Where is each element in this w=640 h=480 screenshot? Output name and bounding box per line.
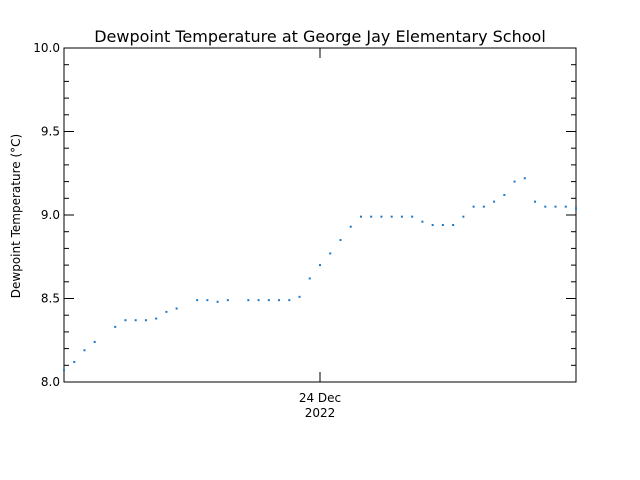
x-tick-label-date: 24 Dec — [299, 391, 341, 405]
data-point — [247, 299, 250, 302]
y-axis-label: Dewpoint Temperature (°C) — [9, 134, 23, 298]
data-point — [359, 215, 362, 218]
data-point — [431, 224, 434, 227]
data-point — [421, 220, 424, 223]
data-point — [175, 307, 178, 310]
data-point — [575, 207, 577, 210]
y-tick-label: 8.0 — [41, 375, 60, 389]
data-point — [534, 200, 537, 203]
data-point — [503, 193, 506, 196]
data-point — [63, 369, 65, 372]
data-point — [390, 215, 393, 218]
data-point — [124, 319, 127, 322]
data-point — [206, 299, 209, 302]
y-tick-label: 8.5 — [41, 292, 60, 306]
data-point — [329, 252, 332, 255]
y-tick-label: 9.0 — [41, 208, 60, 222]
data-point — [267, 299, 270, 302]
data-point — [134, 319, 137, 322]
data-point — [564, 205, 567, 208]
data-point — [370, 215, 373, 218]
data-point — [452, 224, 455, 227]
data-point — [165, 310, 168, 313]
data-point — [380, 215, 383, 218]
data-point — [114, 325, 117, 328]
data-point — [339, 239, 342, 242]
data-point — [155, 317, 158, 320]
data-point — [298, 295, 301, 298]
data-point — [482, 205, 485, 208]
data-point — [400, 215, 403, 218]
data-point — [93, 340, 96, 343]
data-points — [63, 177, 577, 372]
data-point — [226, 299, 229, 302]
data-point — [288, 299, 291, 302]
data-point — [411, 215, 414, 218]
chart-title: Dewpoint Temperature at George Jay Eleme… — [94, 27, 546, 46]
data-point — [196, 299, 199, 302]
data-point — [83, 349, 86, 352]
y-axis-tick-labels: 8.0 8.5 9.0 9.5 10.0 — [33, 41, 60, 389]
data-point — [257, 299, 260, 302]
data-point — [308, 277, 311, 280]
data-point — [216, 300, 219, 303]
data-point — [523, 177, 526, 180]
y-tick-label: 10.0 — [33, 41, 60, 55]
data-point — [73, 360, 76, 363]
data-point — [349, 225, 352, 228]
y-tick-label: 9.5 — [41, 125, 60, 139]
data-point — [441, 224, 444, 227]
data-point — [513, 180, 516, 183]
x-tick-label-year: 2022 — [305, 406, 336, 420]
y-axis-ticks — [64, 47, 576, 383]
data-point — [554, 205, 557, 208]
data-point — [493, 200, 496, 203]
data-point — [472, 205, 475, 208]
data-point — [144, 319, 147, 322]
data-point — [278, 299, 281, 302]
data-point — [544, 205, 547, 208]
data-point — [319, 264, 321, 267]
data-point — [462, 215, 465, 218]
